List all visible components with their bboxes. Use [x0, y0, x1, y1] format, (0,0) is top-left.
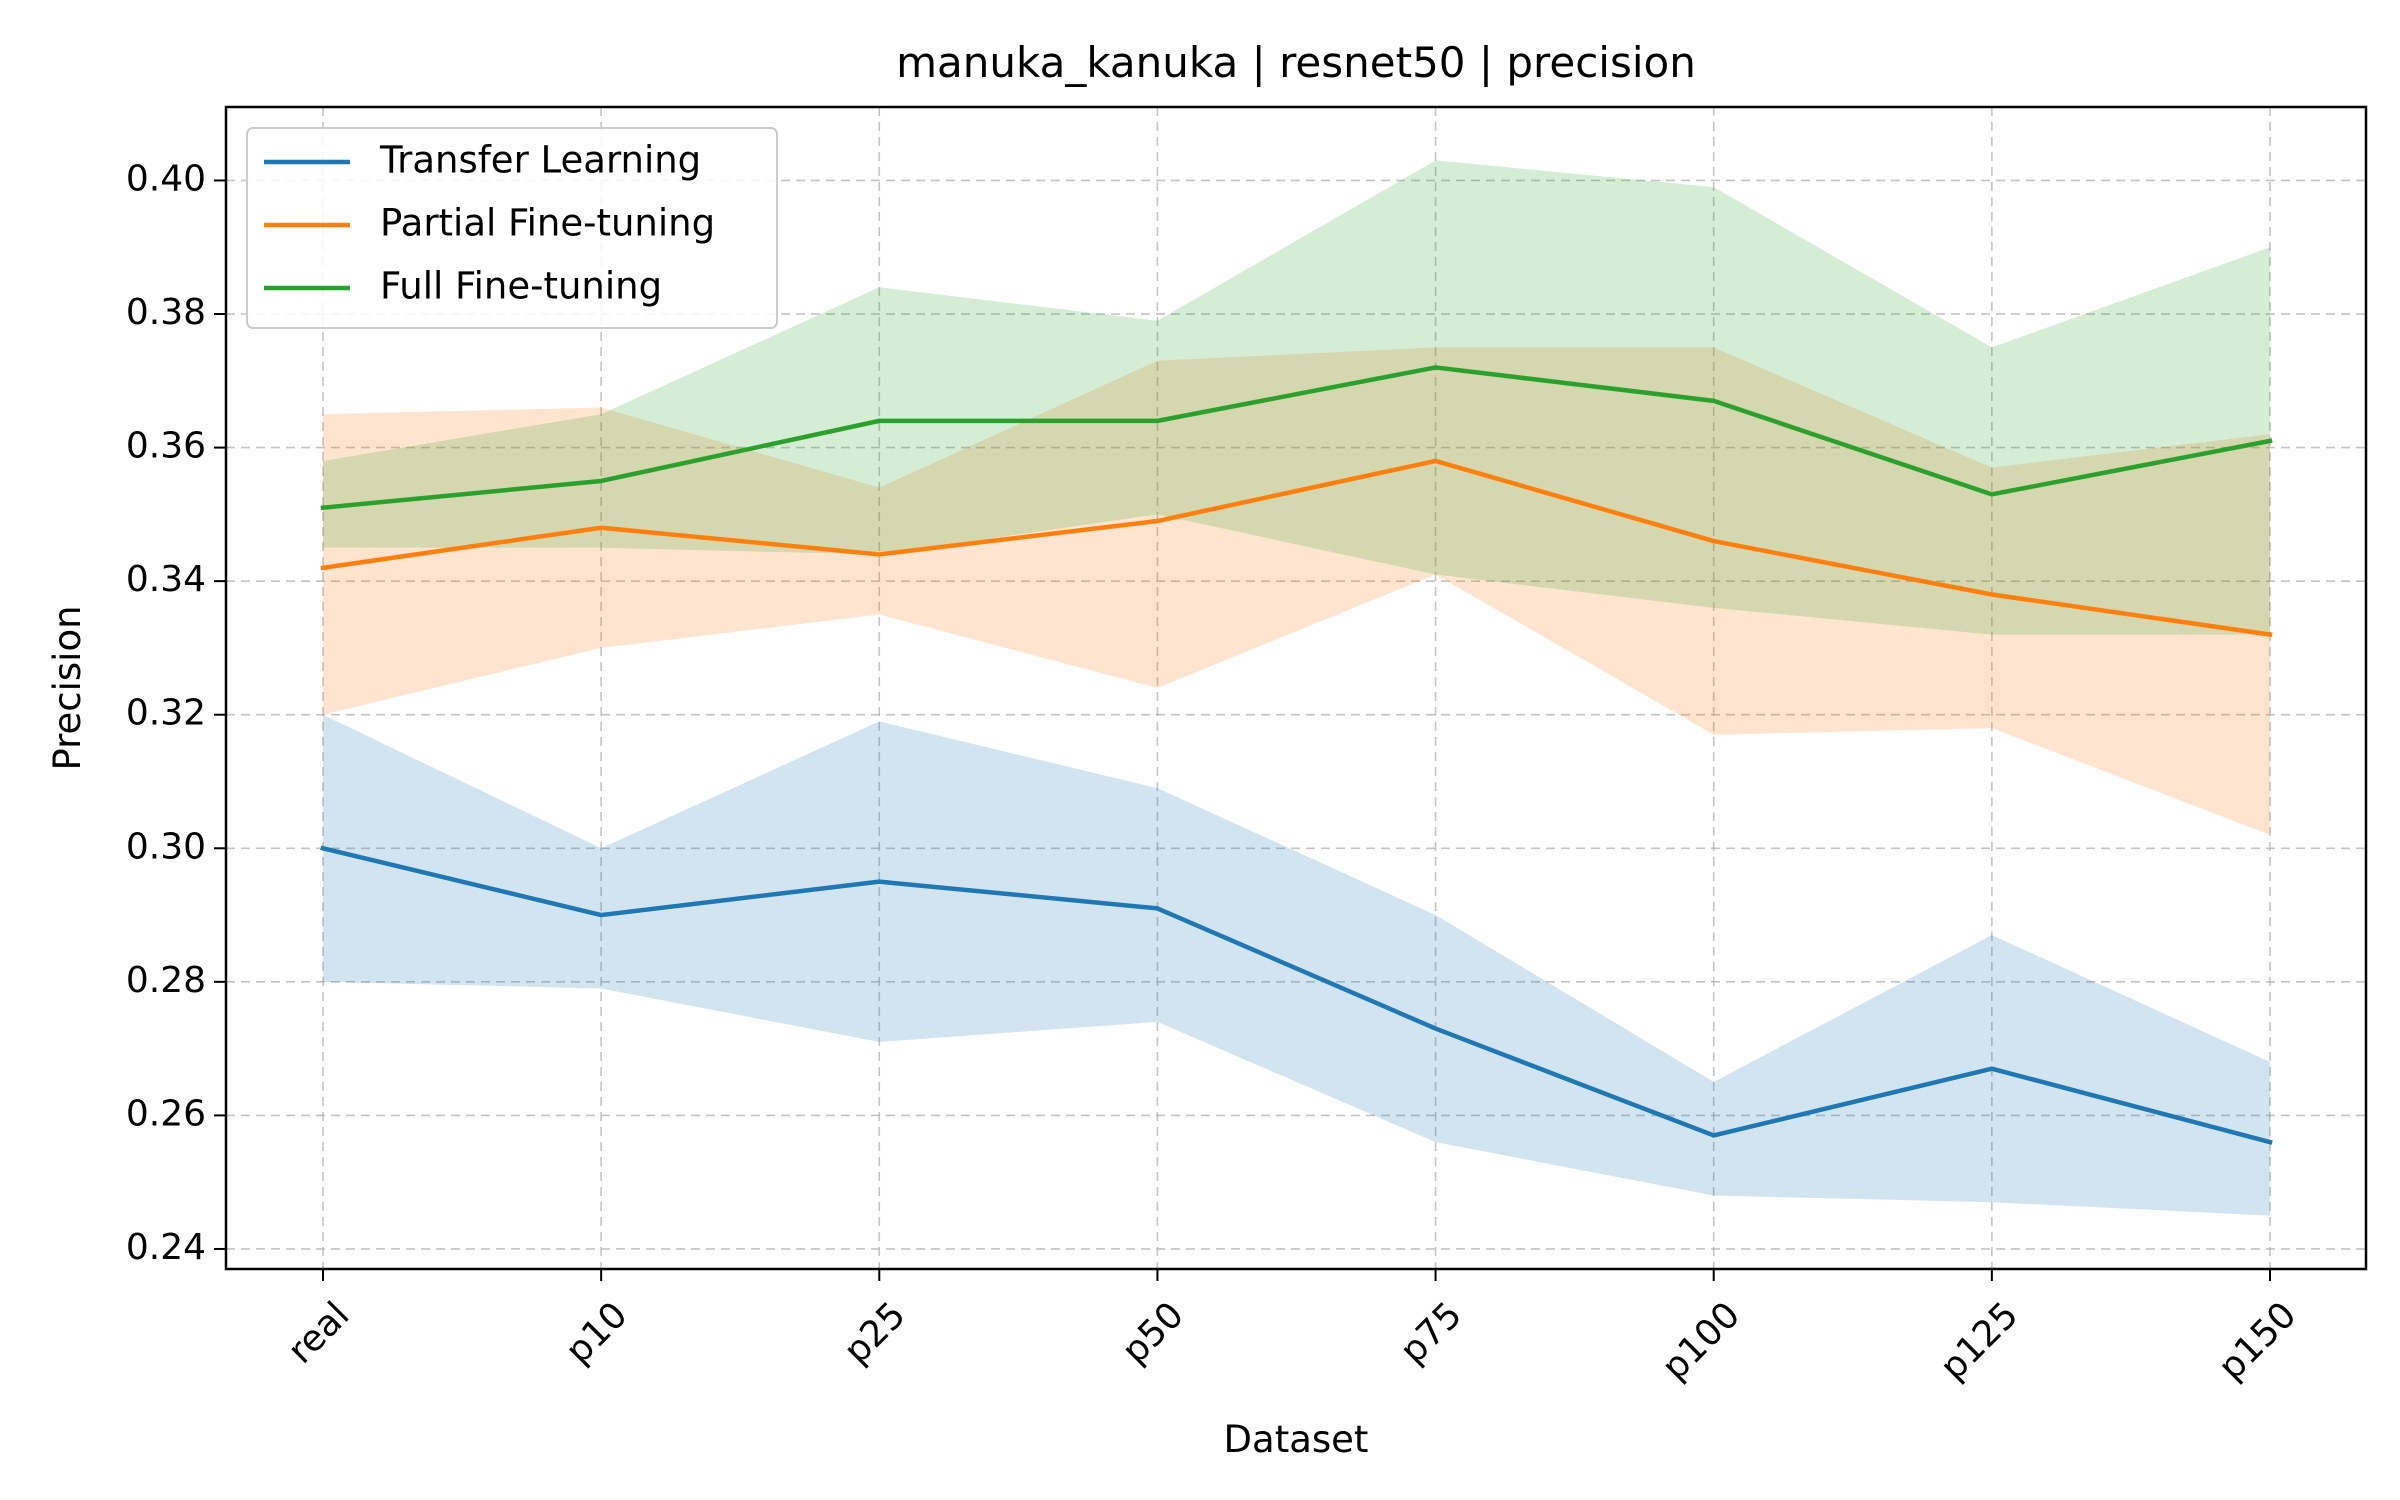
legend-label-transfer-learning: Transfer Learning	[379, 139, 701, 182]
series-lines	[320, 365, 2273, 1145]
transfer-learning-band	[323, 714, 2270, 1216]
y-tick-label-0.26: 0.26	[126, 1093, 206, 1134]
y-tick-label-0.38: 0.38	[126, 292, 206, 333]
y-tick-label-0.32: 0.32	[126, 693, 206, 734]
y-tick-label-0.24: 0.24	[126, 1227, 206, 1268]
legend-label-full-fine-tuning: Full Fine-tuning	[380, 265, 662, 308]
legend-box	[246, 127, 778, 329]
partial-fine-tuning-band	[323, 347, 2270, 835]
legend-label-partial-fine-tuning: Partial Fine-tuning	[380, 202, 715, 245]
y-tick-label-0.28: 0.28	[126, 960, 206, 1001]
x-axis-label: Dataset	[1224, 1418, 1369, 1461]
plot-frame	[224, 105, 2368, 1271]
full-fine-tuning-band	[323, 160, 2270, 635]
grid-lines	[226, 107, 2366, 1269]
chart-title: manuka_kanuka | resnet50 | precision	[896, 38, 1696, 87]
y-tick-label-0.40: 0.40	[126, 158, 206, 199]
y-tick-label-0.34: 0.34	[126, 559, 206, 600]
legend: Transfer Learning Partial Fine-tuning Full…	[246, 127, 778, 329]
full-fine-tuning-line	[320, 365, 2273, 511]
transfer-learning-line	[320, 845, 2273, 1145]
partial-fine-tuning-line	[320, 458, 2273, 638]
y-axis-label: Precision	[46, 605, 89, 770]
y-tick-label-0.36: 0.36	[126, 426, 206, 467]
confidence-bands	[323, 160, 2270, 1216]
y-tick-label-0.30: 0.30	[126, 826, 206, 867]
